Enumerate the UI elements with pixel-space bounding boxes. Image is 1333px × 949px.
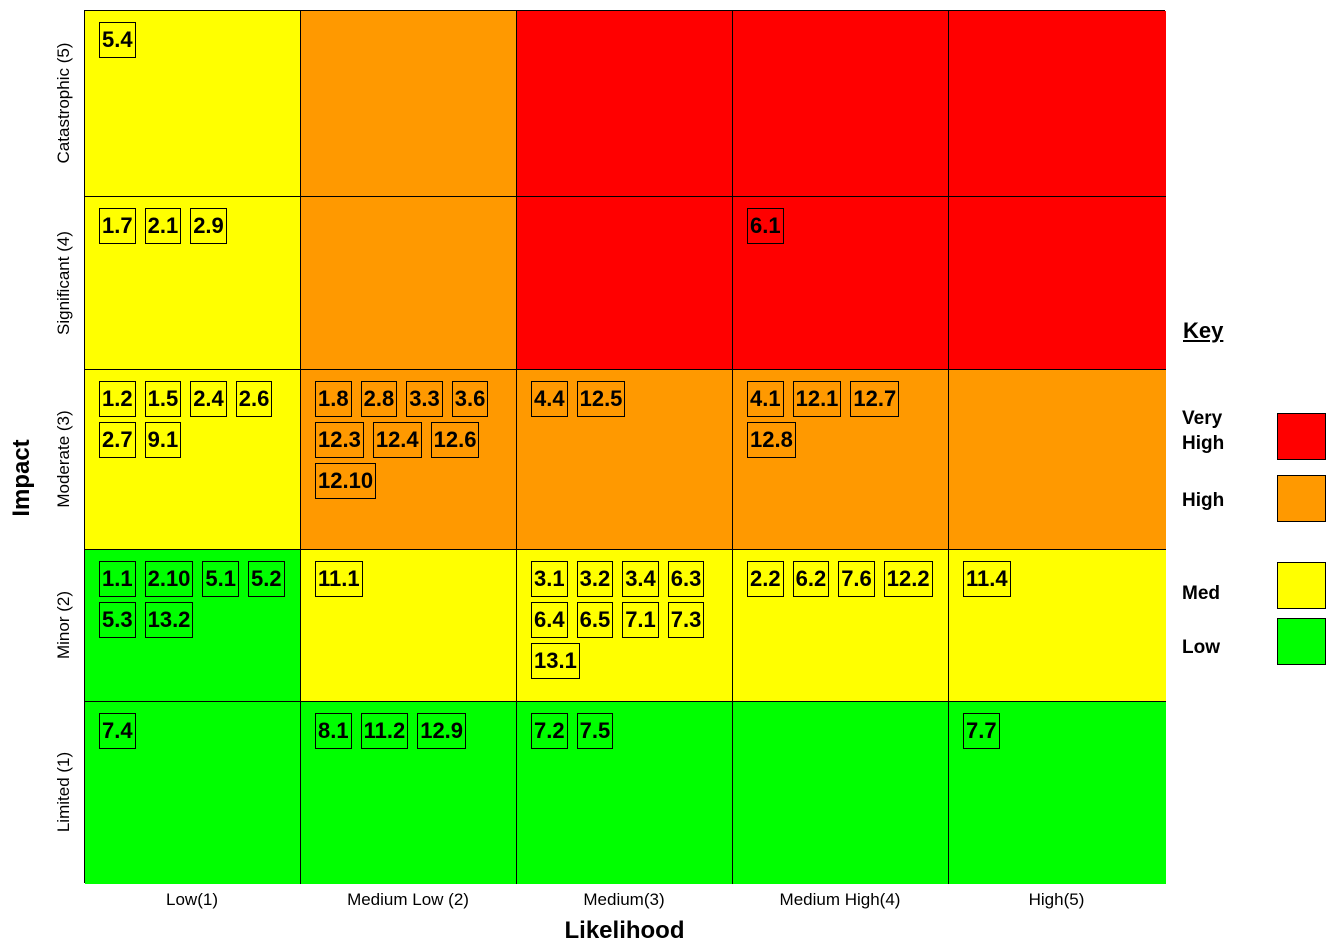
matrix-cell-impact2-likelihood1: 1.1 2.10 5.1 5.2 5.3 13.2 [85, 550, 301, 702]
matrix-cell-impact3-likelihood3: 4.4 12.5 [517, 370, 733, 550]
matrix-cell-impact4-likelihood3 [517, 197, 733, 370]
key-swatch-high [1277, 475, 1326, 522]
risk-item-tag: 11.2 [360, 713, 409, 749]
risk-item-tag: 13.1 [531, 643, 580, 679]
key-label-high: High [1182, 490, 1225, 511]
risk-item-tag: 2.4 [190, 381, 227, 417]
risk-item-tag: 5.2 [248, 561, 285, 597]
risk-item-tag: 7.1 [622, 602, 659, 638]
risk-item-tag: 4.4 [531, 381, 568, 417]
likelihood-label-3: Medium(3) [583, 890, 665, 909]
risk-item-tag: 12.10 [315, 463, 377, 499]
risk-item-tag: 3.1 [531, 561, 568, 597]
likelihood-label-1: Low(1) [166, 890, 218, 909]
risk-item-tag: 4.1 [747, 381, 784, 417]
risk-item-tag: 2.8 [360, 381, 398, 417]
risk-item-tag: 7.5 [576, 713, 614, 749]
matrix-cell-impact2-likelihood4: 2.2 6.2 7.6 12.2 [733, 550, 949, 702]
matrix-cell-impact1-likelihood5: 7.7 [949, 702, 1166, 884]
risk-item-tag: 2.9 [190, 208, 227, 244]
risk-item-tag: 12.8 [747, 422, 796, 458]
risk-item-tag: 12.9 [417, 713, 467, 749]
risk-item-tag: 12.3 [315, 422, 364, 458]
key-swatch-low [1277, 618, 1326, 665]
risk-item-tag: 6.2 [792, 561, 830, 597]
risk-matrix-grid: 5.4 1.7 2.1 2.9 6.1 1.2 1.5 2.4 2.6 2.7 9.1 1.8 2.8 3… [84, 10, 1166, 884]
risk-item-tag: 2.2 [747, 561, 784, 597]
matrix-cell-impact3-likelihood2: 1.8 2.8 3.3 3.6 12.3 12.4 12.6 12.10 [301, 370, 517, 550]
risk-item-tag: 5.4 [99, 22, 136, 58]
risk-item-tag: 3.3 [406, 381, 443, 417]
risk-item-tag: 11.1 [315, 561, 363, 597]
matrix-cell-impact4-likelihood1: 1.7 2.1 2.9 [85, 197, 301, 370]
likelihood-label-5: High(5) [1028, 890, 1085, 909]
key-title: Key [1183, 318, 1224, 343]
matrix-cell-impact5-likelihood1: 5.4 [85, 11, 301, 197]
risk-item-tag: 3.4 [622, 561, 659, 597]
risk-item-tag: 12.1 [792, 381, 842, 417]
likelihood-axis-title: Likelihood [564, 917, 685, 944]
matrix-cell-impact3-likelihood5 [949, 370, 1166, 550]
matrix-cell-impact2-likelihood5: 11.4 [949, 550, 1166, 702]
risk-item-tag: 3.6 [451, 381, 489, 417]
key-label-med: Med [1182, 583, 1220, 604]
risk-item-tag: 2.1 [144, 208, 182, 244]
matrix-cell-impact5-likelihood4 [733, 11, 949, 197]
risk-item-tag: 7.4 [99, 713, 136, 749]
risk-item-tag: 11.4 [963, 561, 1011, 597]
risk-item-tag: 1.8 [315, 381, 352, 417]
matrix-cell-impact4-likelihood4: 6.1 [733, 197, 949, 370]
risk-item-tag: 12.6 [430, 422, 480, 458]
risk-item-tag: 7.3 [667, 602, 705, 638]
risk-item-tag: 2.10 [144, 561, 194, 597]
matrix-cell-impact5-likelihood2 [301, 11, 517, 197]
risk-item-tag: 6.3 [667, 561, 705, 597]
likelihood-label-4: Medium High(4) [779, 890, 901, 909]
risk-item-tag: 1.1 [99, 561, 136, 597]
risk-item-tag: 7.2 [531, 713, 568, 749]
key-swatch-very-high [1277, 413, 1326, 460]
matrix-cell-impact5-likelihood5 [949, 11, 1166, 197]
risk-item-tag: 7.7 [963, 713, 1000, 749]
risk-item-tag: 5.3 [99, 602, 136, 638]
matrix-cell-impact1-likelihood3: 7.2 7.5 [517, 702, 733, 884]
risk-item-tag: 1.2 [99, 381, 136, 417]
matrix-cell-impact4-likelihood5 [949, 197, 1166, 370]
risk-item-tag: 2.7 [99, 422, 136, 458]
risk-item-tag: 1.7 [99, 208, 136, 244]
matrix-cell-impact2-likelihood2: 11.1 [301, 550, 517, 702]
risk-item-tag: 1.5 [144, 381, 182, 417]
key-label-low: Low [1182, 637, 1220, 658]
matrix-cell-impact1-likelihood4 [733, 702, 949, 884]
matrix-cell-impact5-likelihood3 [517, 11, 733, 197]
risk-item-tag: 12.2 [883, 561, 933, 597]
matrix-cell-impact2-likelihood3: 3.1 3.2 3.4 6.3 6.4 6.5 7.1 7.3 13.1 [517, 550, 733, 702]
risk-item-tag: 12.4 [372, 422, 422, 458]
matrix-cell-impact1-likelihood1: 7.4 [85, 702, 301, 884]
matrix-cell-impact3-likelihood1: 1.2 1.5 2.4 2.6 2.7 9.1 [85, 370, 301, 550]
risk-item-tag: 6.5 [576, 602, 614, 638]
risk-item-tag: 12.7 [850, 381, 900, 417]
risk-item-tag: 6.1 [747, 208, 784, 244]
risk-item-tag: 9.1 [144, 422, 182, 458]
risk-item-tag: 13.2 [144, 602, 194, 638]
risk-item-tag: 2.6 [235, 381, 273, 417]
key-swatch-med [1277, 562, 1326, 609]
matrix-cell-impact3-likelihood4: 4.1 12.1 12.7 12.8 [733, 370, 949, 550]
matrix-cell-impact1-likelihood2: 8.1 11.2 12.9 [301, 702, 517, 884]
risk-item-tag: 3.2 [576, 561, 614, 597]
matrix-cell-impact4-likelihood2 [301, 197, 517, 370]
risk-item-tag: 6.4 [531, 602, 568, 638]
risk-item-tag: 5.1 [202, 561, 240, 597]
key-label-very-high: Very High [1182, 408, 1225, 454]
risk-item-tag: 8.1 [315, 713, 352, 749]
likelihood-label-2: Medium Low (2) [347, 890, 469, 909]
risk-item-tag: 7.6 [838, 561, 875, 597]
risk-item-tag: 12.5 [576, 381, 626, 417]
